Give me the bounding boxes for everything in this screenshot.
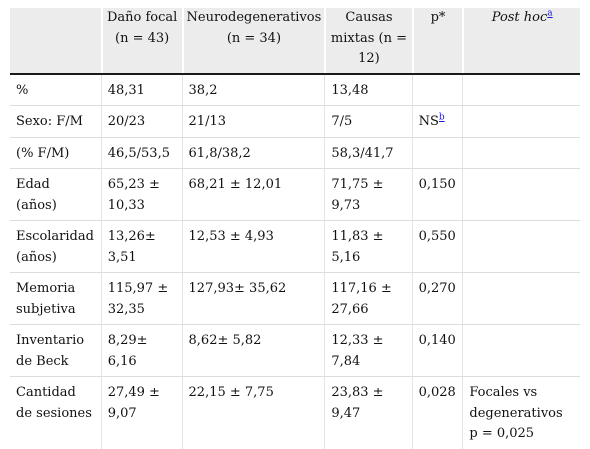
table-row: Memoria subjetiva 115,97 ± 32,35 127,93± 3…: [10, 273, 580, 325]
cell-neurodegenerativos: 127,93± 35,62: [181, 273, 325, 325]
p-value-text: 0,150: [418, 177, 456, 192]
cell-post-hoc: [462, 325, 580, 377]
table-header: Daño focal (n = 43) Neurodegenerativos (…: [10, 8, 580, 75]
cell-p-value: 0,550: [411, 221, 463, 273]
cell-dano-focal: 46,5/53,5: [100, 137, 182, 169]
cell-dano-focal: 115,97 ± 32,35: [100, 273, 182, 325]
header-post-hoc-label: Post hoc: [491, 10, 548, 25]
header-empty: [10, 8, 101, 73]
cell-p-value: 0,270: [411, 273, 463, 325]
header-divider: [10, 72, 580, 75]
header-dano-focal: Daño focal (n = 43): [100, 8, 182, 73]
p-value-text: 0,270: [418, 281, 456, 296]
cell-neurodegenerativos: 8,62± 5,82: [181, 325, 325, 377]
cell-dano-focal: 13,26± 3,51: [100, 221, 182, 273]
row-label: Inventario de Beck: [10, 325, 101, 377]
row-label: %: [10, 75, 101, 106]
cell-post-hoc: [462, 169, 580, 221]
cell-neurodegenerativos: 38,2: [181, 74, 325, 106]
table-row: Cantidad de sesiones 27,49 ± 9,07 22,15 ± …: [10, 377, 580, 449]
table-row: Inventario de Beck 8,29± 6,16 8,62± 5,82 12…: [10, 325, 580, 377]
cell-dano-focal: 48,31: [100, 74, 182, 106]
table-row: Sexo: F/M 20/23 21/13 7/5 NSb: [10, 106, 580, 138]
header-p-value: p*: [411, 8, 463, 73]
row-label: (% F/M): [10, 138, 101, 169]
cell-neurodegenerativos: 61,8/38,2: [181, 137, 325, 169]
cell-post-hoc: [462, 221, 580, 273]
cell-p-value: NSb: [411, 106, 463, 138]
cell-neurodegenerativos: 22,15 ± 7,75: [181, 377, 325, 449]
cell-post-hoc: [462, 74, 580, 106]
cell-causas-mixtas: 58,3/41,7: [324, 137, 412, 169]
cell-p-value: 0,150: [411, 169, 463, 221]
cell-dano-focal: 8,29± 6,16: [100, 325, 182, 377]
footnote-b-link[interactable]: b: [438, 112, 445, 123]
footnote-a-link[interactable]: a: [547, 8, 553, 19]
cell-causas-mixtas: 12,33 ± 7,84: [324, 325, 412, 377]
cell-dano-focal: 65,23 ± 10,33: [100, 169, 182, 221]
cell-neurodegenerativos: 68,21 ± 12,01: [181, 169, 325, 221]
table-body: % 48,31 38,2 13,48 Sexo: F/M 20/23 21/13 7/5 NSb…: [10, 74, 580, 449]
row-label: Memoria subjetiva: [10, 273, 101, 325]
cell-p-value: 0,028: [411, 377, 463, 449]
cell-post-hoc: [462, 106, 580, 138]
p-value-text: 0,140: [418, 333, 456, 348]
row-label: Edad (años): [10, 169, 101, 221]
cell-causas-mixtas: 23,83 ± 9,47: [324, 377, 411, 449]
cell-causas-mixtas: 71,75 ± 9,73: [324, 169, 412, 221]
p-value-text: NS: [418, 114, 439, 129]
row-label: Sexo: F/M: [10, 106, 101, 138]
cell-causas-mixtas: 13,48: [324, 74, 412, 106]
table-row: Escolaridad (años) 13,26± 3,51 12,53 ± 4,9…: [10, 221, 580, 273]
cell-p-value: [411, 74, 463, 106]
row-label: Cantidad de sesiones: [16, 385, 92, 421]
p-value-text: 0,550: [418, 229, 456, 244]
header-neurodegenerativos: Neurodegenerativos (n = 34): [181, 8, 325, 73]
header-post-hoc: Post hoca: [462, 8, 580, 73]
table-row: (% F/M) 46,5/53,5 61,8/38,2 58,3/41,7: [10, 137, 580, 169]
cell-post-hoc: [462, 137, 580, 169]
header-causas-mixtas: Causas mixtas (n = 12): [324, 8, 412, 73]
table-row: Edad (años) 65,23 ± 10,33 68,21 ± 12,01 71,…: [10, 169, 580, 221]
cell-neurodegenerativos: 21/13: [181, 106, 325, 138]
cell-p-value: [411, 137, 463, 169]
cell-post-hoc: Focales vs degenerativos p = 0,025: [462, 377, 580, 449]
p-value-text: 0,028: [418, 385, 456, 400]
cell-dano-focal: 27,49 ± 9,07: [100, 377, 182, 449]
demographics-table: Daño focal (n = 43) Neurodegenerativos (…: [10, 8, 580, 449]
cell-causas-mixtas: 117,16 ± 27,66: [324, 273, 412, 325]
row-label: Escolaridad (años): [10, 221, 101, 273]
cell-neurodegenerativos: 12,53 ± 4,93: [181, 221, 325, 273]
cell-causas-mixtas: 11,83 ± 5,16: [324, 221, 412, 273]
table-row: % 48,31 38,2 13,48: [10, 74, 580, 106]
cell-post-hoc: [462, 273, 580, 325]
cell-causas-mixtas: 7/5: [324, 106, 412, 138]
cell-dano-focal: 20/23: [100, 106, 182, 138]
cell-p-value: 0,140: [411, 325, 463, 377]
